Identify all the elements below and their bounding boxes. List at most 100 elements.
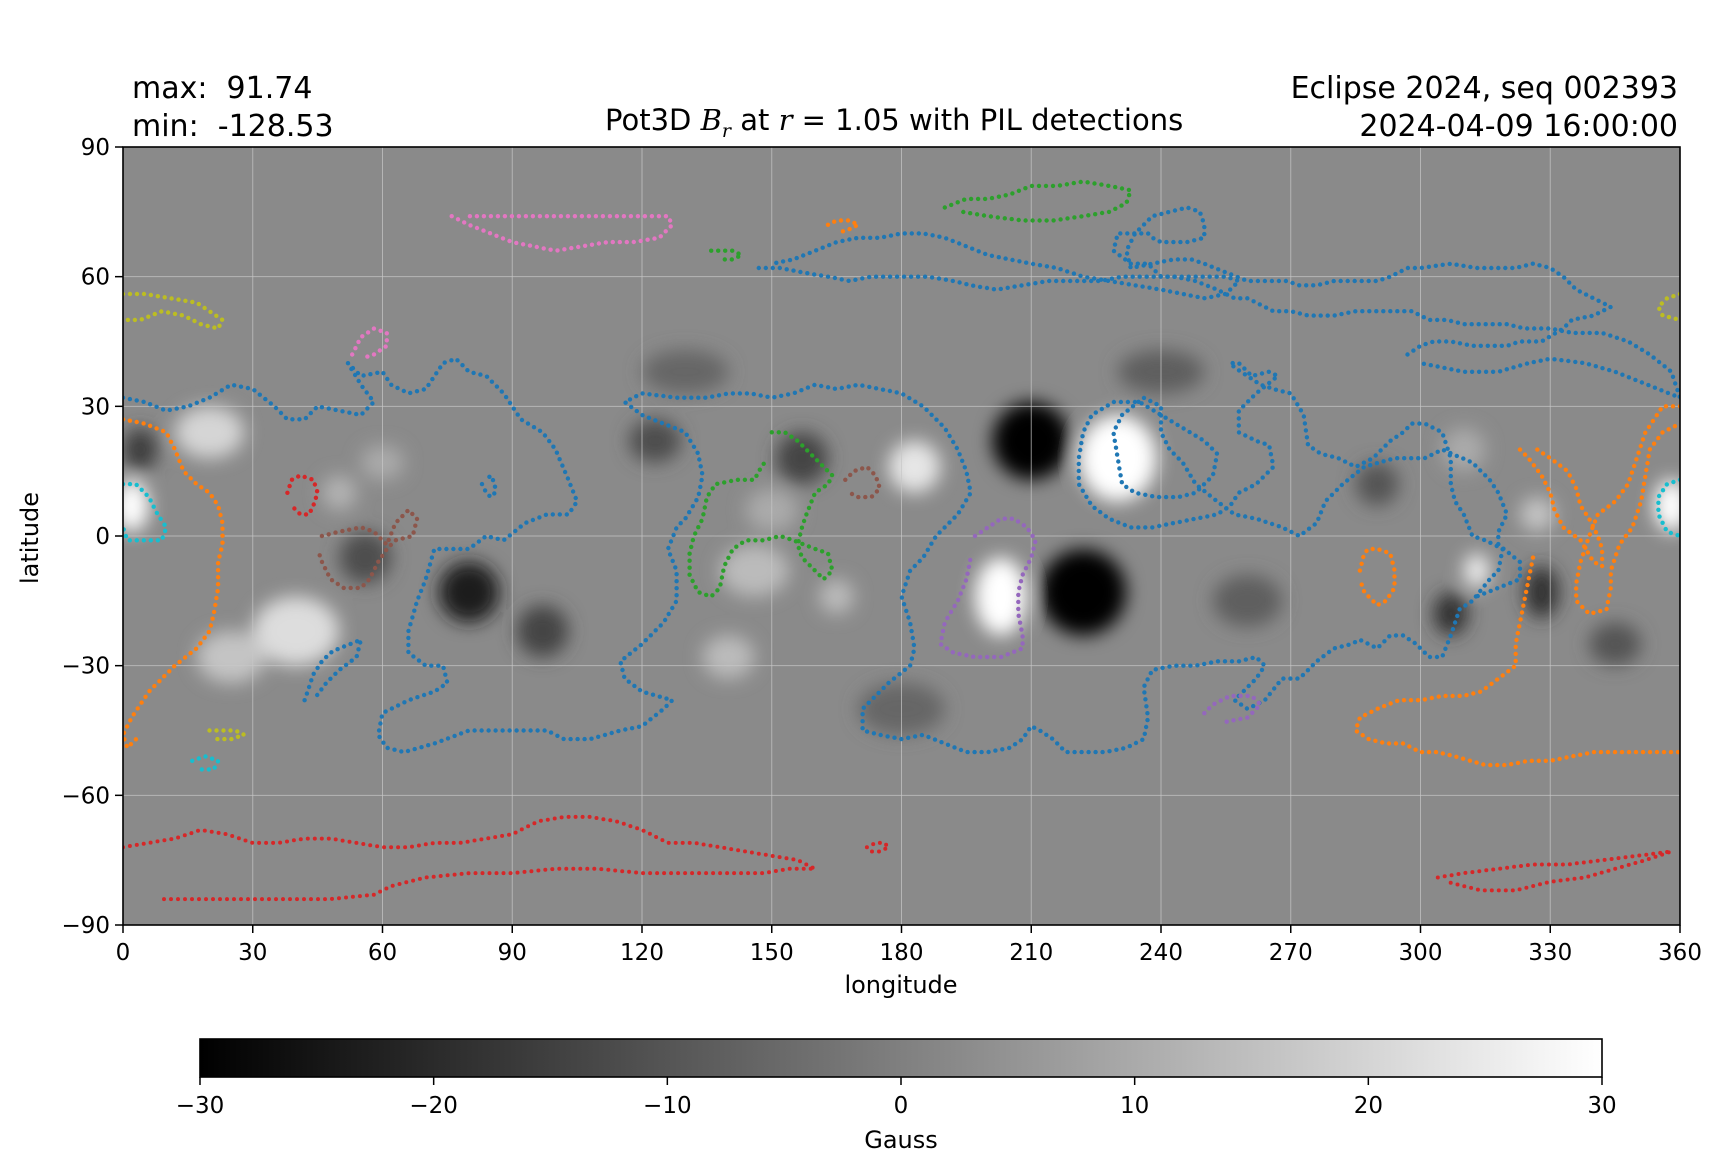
- y-axis-label: latitude: [16, 492, 44, 584]
- pil-dot: [572, 214, 578, 219]
- pil-dot: [1580, 330, 1585, 336]
- pil-dot: [1208, 660, 1214, 665]
- pil-dot: [985, 654, 990, 660]
- pil-dot: [1621, 337, 1626, 343]
- pil-dot: [613, 868, 618, 873]
- pil-dot: [1362, 712, 1368, 718]
- pil-dot: [455, 358, 460, 363]
- pil-dot: [239, 897, 243, 902]
- pil-dot: [501, 871, 506, 876]
- pil-dot: [213, 602, 218, 608]
- pil-dot: [1211, 512, 1217, 518]
- pil-dot: [754, 473, 759, 478]
- pil-dot: [154, 510, 160, 516]
- pil-dot: [527, 243, 533, 248]
- pil-dot: [698, 464, 703, 469]
- pil-dot: [472, 728, 477, 733]
- pil-dot: [1571, 285, 1577, 290]
- pil-dot: [1263, 697, 1268, 702]
- pil-dot: [451, 546, 456, 552]
- pil-dot: [1505, 865, 1510, 870]
- pil-dot: [194, 400, 199, 405]
- pil-dot: [1448, 633, 1453, 638]
- pil-dot: [1566, 330, 1572, 335]
- pil-dot: [246, 897, 250, 902]
- pil-dot: [1126, 258, 1132, 263]
- pil-dot: [319, 687, 324, 692]
- pil-dot: [634, 408, 639, 414]
- pil-dot: [209, 494, 214, 499]
- field-blob-29: [1442, 427, 1486, 472]
- pil-dot: [551, 214, 557, 219]
- pil-dot: [674, 572, 679, 577]
- pil-dot: [616, 728, 621, 734]
- pil-dot: [1575, 599, 1580, 605]
- pil-dot: [188, 650, 193, 656]
- pil-dot: [500, 833, 505, 838]
- pil-dot: [319, 533, 325, 539]
- pil-dot: [682, 395, 687, 400]
- pil-dot: [1461, 263, 1466, 268]
- pil-dot: [1633, 861, 1638, 865]
- pil-dot: [1114, 452, 1120, 457]
- pil-dot: [1242, 366, 1247, 371]
- pil-dot: [278, 840, 283, 845]
- pil-dot: [1422, 650, 1428, 655]
- pil-dot: [183, 298, 188, 303]
- pil-dot: [1620, 489, 1626, 494]
- pil-dot: [487, 231, 493, 236]
- pil-dot: [846, 384, 851, 389]
- pil-dot: [1373, 278, 1378, 284]
- pil-dot: [365, 354, 370, 359]
- pil-dot: [1144, 274, 1149, 279]
- pil-dot: [805, 385, 811, 390]
- pil-dot: [516, 214, 522, 219]
- pil-dot: [1515, 760, 1521, 766]
- pil-dot: [965, 571, 970, 576]
- pil-dot: [1436, 694, 1441, 699]
- pil-dot: [1093, 749, 1098, 755]
- pil-dot: [1517, 887, 1522, 892]
- pil-dot: [1181, 426, 1186, 431]
- pil-dot: [348, 641, 353, 647]
- pil-dot: [476, 539, 482, 544]
- pil-dot: [1215, 659, 1221, 664]
- y-tick-label-5: 60: [81, 265, 110, 291]
- pil-dot: [726, 555, 731, 560]
- pil-dot: [209, 756, 215, 761]
- pil-dot: [1103, 514, 1109, 519]
- pil-dot: [222, 736, 227, 742]
- pil-dot: [718, 582, 723, 587]
- pil-dot: [599, 867, 604, 872]
- pil-dot: [412, 608, 417, 613]
- colorbar-label: Gauss: [864, 1126, 938, 1152]
- colorbar-tick-label-6: 30: [1587, 1093, 1616, 1119]
- y-tick-label-3: 0: [95, 524, 110, 550]
- pil-dot: [1152, 213, 1157, 218]
- pil-dot: [232, 383, 237, 388]
- pil-dot: [215, 759, 221, 764]
- pil-dot: [1145, 717, 1150, 723]
- pil-dot: [1675, 387, 1680, 393]
- pil-contour-22: [938, 516, 1038, 660]
- pil-dot: [364, 893, 369, 898]
- pil-dot: [494, 871, 499, 876]
- field-blob-11: [516, 605, 569, 658]
- pil-dot: [1395, 456, 1400, 461]
- pil-dot: [1517, 624, 1522, 629]
- pil-dot: [729, 847, 734, 852]
- pil-dot: [358, 640, 363, 645]
- pil-dot: [1159, 211, 1164, 217]
- pil-dot: [155, 538, 160, 543]
- pil-dot: [791, 268, 796, 273]
- pil-dot: [1267, 691, 1273, 697]
- pil-dot: [822, 576, 827, 581]
- pil-dot: [1117, 253, 1122, 258]
- pil-dot: [728, 478, 734, 484]
- pil-dot: [199, 767, 204, 772]
- pil-dot: [709, 248, 714, 253]
- pil-dot: [982, 196, 988, 202]
- pil-dot: [892, 735, 897, 740]
- pil-dot: [1580, 360, 1585, 365]
- pil-dot: [1571, 753, 1576, 759]
